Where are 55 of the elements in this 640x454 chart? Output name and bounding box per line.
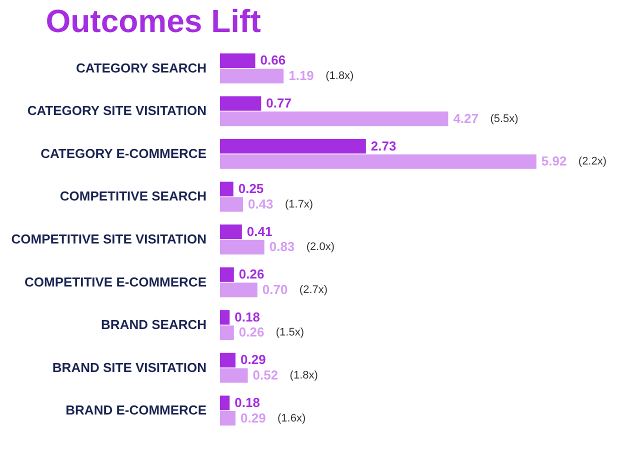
bar	[220, 410, 236, 426]
bar	[220, 396, 230, 410]
y-tick-label: CATEGORY SITE VISITATION	[27, 103, 206, 118]
data-label: 0.41	[246, 224, 272, 239]
annotation: (1.6x)	[278, 412, 306, 424]
annotation: (2.7x)	[299, 284, 328, 296]
data-label: 0.70	[262, 282, 288, 297]
bar	[220, 53, 256, 68]
bar	[220, 182, 234, 196]
data-label: 0.29	[240, 352, 266, 368]
data-label: 0.52	[252, 368, 278, 383]
text: (2.2x)	[578, 156, 607, 168]
bar	[220, 240, 264, 254]
bar	[220, 352, 236, 368]
bar	[220, 197, 243, 212]
y-tick-label: CATEGORY SEARCH	[76, 60, 206, 76]
bar	[220, 154, 536, 169]
bar	[220, 96, 262, 111]
y-tick-label: COMPETITIVE SEARCH	[60, 188, 206, 204]
data-label: 0.26	[238, 324, 264, 340]
data-label: 4.27	[453, 110, 479, 126]
y-tick-label: BRAND SITE VISITATION	[52, 360, 206, 375]
annotation: (1.7x)	[284, 198, 314, 210]
data-label: 0.18	[234, 394, 260, 410]
annotation: (2.0x)	[306, 241, 334, 254]
bar	[220, 325, 234, 340]
bar	[220, 112, 448, 126]
data-label: 0.29	[240, 410, 266, 426]
bar	[220, 282, 258, 298]
y-tick-label: BRAND E-COMMERCE	[66, 402, 207, 418]
annotation: (1.8x)	[290, 370, 318, 382]
y-tick-label: COMPETITIVE E-COMMERCE	[24, 274, 207, 290]
annotation: (1.8x)	[326, 70, 354, 82]
bar	[220, 138, 366, 154]
data-label: 1.19	[288, 68, 314, 84]
data-label: 0.26	[238, 266, 264, 282]
bar	[220, 310, 230, 325]
chart-title: Outcomes Lift	[46, 3, 262, 39]
bar	[220, 224, 242, 240]
data-label: 0.83	[269, 239, 295, 254]
bar	[220, 68, 284, 84]
data-label: 5.92	[541, 154, 567, 169]
annotation: (5.5x)	[490, 112, 518, 125]
data-label: 0.25	[238, 181, 264, 196]
annotation: (1.5x)	[276, 326, 304, 339]
bar	[220, 368, 248, 383]
y-tick-label: COMPETITIVE SITE VISITATION	[11, 232, 206, 246]
y-tick-label: BRAND SEARCH	[101, 317, 206, 332]
data-label: 2.73	[370, 138, 396, 154]
bar	[220, 267, 234, 282]
data-label: 0.43	[248, 196, 274, 212]
y-tick-label: CATEGORY E-COMMERCE	[40, 146, 207, 161]
data-label: 0.66	[260, 52, 286, 68]
data-label: 0.77	[266, 95, 292, 110]
data-label: 0.18	[234, 309, 260, 324]
